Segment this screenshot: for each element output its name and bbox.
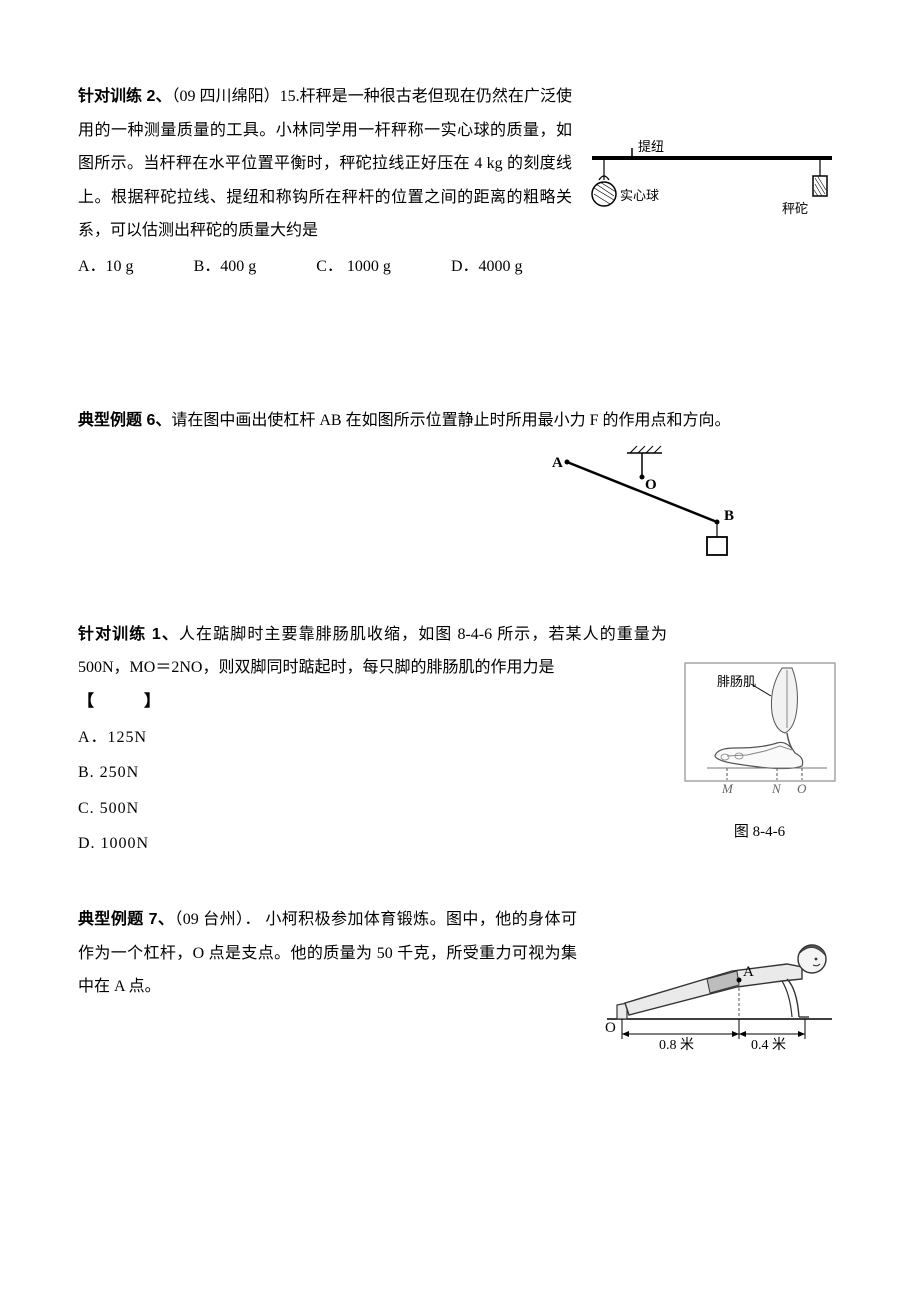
heading: 典型例题 7、 xyxy=(78,911,174,928)
practice-1: 腓肠肌 M N O 图 8-4-6 针对训练 1、人在踮脚时主要靠腓肠肌收缩，如… xyxy=(78,618,842,863)
point-b: B xyxy=(724,508,734,524)
figure-caption: 图 8-4-6 xyxy=(677,817,842,849)
problem-text: 典型例题 6、请在图中画出使杠杆 AB 在如图所示位置静止时所用最小力 F 的作… xyxy=(78,404,842,438)
point-a: A xyxy=(552,455,563,471)
dim-1: 0.8 米 xyxy=(659,1037,694,1053)
point-m: M xyxy=(721,781,734,796)
option-b: B．400 g xyxy=(194,250,257,284)
weight-label: 秤砣 xyxy=(782,201,808,216)
problem-2: 提纽 实心球 秤砣 针对训练 2、（09 四川绵阳）15.杆秤是一种很古老但现在… xyxy=(78,80,842,284)
handle-label: 提纽 xyxy=(638,139,664,154)
heading: 典型例题 6、 xyxy=(78,412,171,429)
point-o: O xyxy=(797,781,807,796)
heading: 针对训练 1、 xyxy=(78,626,179,643)
point-n: N xyxy=(771,781,782,796)
option-c: C． 1000 g xyxy=(316,250,391,284)
pushup-figure: A O 0.8 米 0.4 米 xyxy=(587,909,842,1072)
lever-figure: A O B xyxy=(78,445,842,578)
example-6: 典型例题 6、请在图中画出使杠杆 AB 在如图所示位置静止时所用最小力 F 的作… xyxy=(78,404,842,578)
point-o: O xyxy=(645,477,657,493)
options: A．10 g B．400 g C． 1000 g D．4000 g xyxy=(78,250,842,284)
option-d: D．4000 g xyxy=(451,250,523,284)
ball-label: 实心球 xyxy=(620,188,659,203)
foot-figure: 腓肠肌 M N O 图 8-4-6 xyxy=(677,658,842,849)
option-a: A．10 g xyxy=(78,250,134,284)
point-a: A xyxy=(743,964,754,980)
example-7: A O 0.8 米 0.4 米 典型例题 7、（09 台州）． 小柯积极参加体育… xyxy=(78,903,842,1072)
steelyard-figure: 提纽 实心球 秤砣 xyxy=(582,138,842,236)
point-o: O xyxy=(605,1020,616,1036)
heading: 针对训练 2、 xyxy=(78,88,171,105)
muscle-label: 腓肠肌 xyxy=(717,674,756,689)
dim-2: 0.4 米 xyxy=(751,1037,786,1053)
